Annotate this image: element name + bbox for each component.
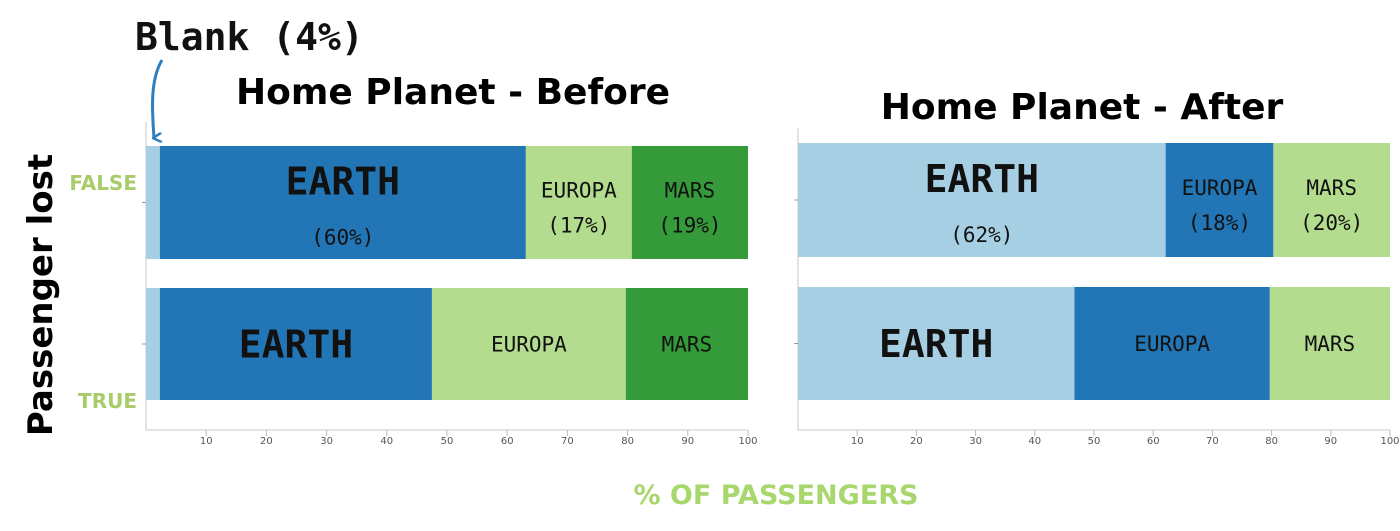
x-tick-label: 10 (851, 436, 864, 447)
bar-earth-true (159, 288, 432, 400)
bar-label-mars: MARS (1306, 176, 1357, 200)
x-tick-label: 70 (1206, 436, 1219, 447)
y-axis-label: Passenger lost (21, 154, 61, 436)
bar-pct-mars: (19%) (658, 214, 721, 238)
bar-label-earth: EARTH (925, 157, 1039, 201)
bar-label-earth: EARTH (879, 322, 993, 366)
x-tick-label: 60 (1147, 436, 1160, 447)
bar-mars-false (1273, 143, 1390, 257)
plot-after: 10 20 30 40 50 60 70 80 90 100 EARTH (62%) EUROPA (18… (794, 128, 1400, 447)
x-tick-label: 10 (200, 436, 213, 447)
bar-pct-earth: (62%) (950, 223, 1013, 247)
x-tick-label: 90 (1324, 436, 1337, 447)
bar-pct-europa: (17%) (547, 214, 610, 238)
x-tick-label: 20 (260, 436, 273, 447)
x-tick-label: 40 (380, 436, 393, 447)
x-tick-label: 100 (1380, 436, 1399, 447)
blank-arrow-icon (150, 59, 164, 138)
bar-label-mars: MARS (662, 332, 713, 356)
bar-europa-false (1165, 143, 1274, 257)
x-tick-label: 90 (681, 436, 694, 447)
bar-pct-europa: (18%) (1188, 211, 1251, 235)
plot-before: 10 20 30 40 50 60 70 80 90 100 EARTH (60%) EUROPA (17… (142, 122, 758, 447)
x-tick-label: 40 (1028, 436, 1041, 447)
x-tick-label: 30 (969, 436, 982, 447)
blank-annotation: Blank (4%) (135, 15, 364, 59)
x-tick-label: 80 (621, 436, 634, 447)
chart-title-before: Home Planet - Before (236, 72, 670, 113)
x-tick-label: 30 (320, 436, 333, 447)
y-tick-false: FALSE (69, 171, 137, 195)
bar-label-earth: EARTH (239, 322, 353, 366)
bar-blank-true (146, 288, 160, 400)
bar-label-mars: MARS (1305, 332, 1356, 356)
bar-label-europa: EUROPA (1182, 176, 1258, 200)
bar-mars-true (625, 288, 748, 400)
bar-europa-true (1074, 287, 1270, 400)
bar-europa-false (525, 146, 632, 259)
x-tick-label: 70 (561, 436, 574, 447)
bar-label-europa: EUROPA (1134, 332, 1210, 356)
bar-blank-false (146, 146, 160, 259)
bar-earth-false (798, 143, 1166, 257)
bar-europa-true (431, 288, 626, 400)
x-axis-label: % OF PASSENGERS (633, 480, 918, 511)
bar-label-europa: EUROPA (491, 332, 567, 356)
bar-pct-mars: (20%) (1300, 211, 1363, 235)
bar-label-earth: EARTH (286, 160, 400, 204)
x-tick-label: 80 (1265, 436, 1278, 447)
bar-pct-earth: (60%) (311, 226, 374, 250)
bar-label-europa: EUROPA (541, 179, 617, 203)
chart-title-after: Home Planet - After (881, 87, 1284, 128)
bar-mars-true (1269, 287, 1390, 400)
x-tick-label: 100 (738, 436, 757, 447)
y-tick-true: TRUE (78, 389, 137, 413)
bar-mars-false (631, 146, 748, 259)
bar-label-mars: MARS (665, 179, 716, 203)
x-tick-label: 20 (910, 436, 923, 447)
x-tick-label: 50 (1088, 436, 1101, 447)
bar-earth-false (159, 146, 526, 259)
bar-earth-true (798, 287, 1075, 400)
x-tick-label: 50 (441, 436, 454, 447)
x-tick-label: 60 (501, 436, 514, 447)
